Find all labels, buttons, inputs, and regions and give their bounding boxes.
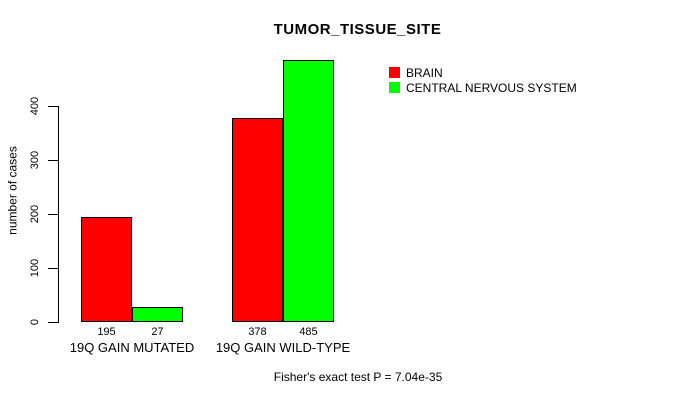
bar-central-nervous-system-19q-gain-wild-type <box>283 60 334 322</box>
legend-swatch-red-icon <box>389 67 400 78</box>
y-tick-100 <box>48 268 58 269</box>
bar-value-brain-19q-gain-wild-type: 378 <box>248 326 267 338</box>
legend-item-central-nervous-system: CENTRAL NERVOUS SYSTEM <box>389 80 577 95</box>
y-tick-label-100: 100 <box>29 258 41 278</box>
bar-central-nervous-system-19q-gain-mutated <box>132 307 183 322</box>
group-label-19q-gain-wild-type: 19Q GAIN WILD-TYPE <box>215 340 351 355</box>
y-axis-line <box>58 106 59 323</box>
bar-value-central-nervous-system-19q-gain-mutated: 27 <box>151 326 164 338</box>
bar-value-brain-19q-gain-mutated: 195 <box>97 326 116 338</box>
y-tick-200 <box>48 214 58 215</box>
y-tick-400 <box>48 106 58 107</box>
y-axis-label: number of cases <box>5 146 20 235</box>
legend-item-brain: BRAIN <box>389 65 577 80</box>
legend: BRAIN CENTRAL NERVOUS SYSTEM <box>389 65 577 95</box>
pvalue-annotation: Fisher's exact test P = 7.04e-35 <box>273 370 443 384</box>
y-tick-label-400: 400 <box>29 96 41 116</box>
legend-swatch-green-icon <box>389 82 400 93</box>
y-tick-label-200: 200 <box>29 204 41 224</box>
legend-label-brain: BRAIN <box>406 65 443 80</box>
y-tick-label-300: 300 <box>29 150 41 170</box>
y-tick-0 <box>48 322 58 323</box>
bar-brain-19q-gain-wild-type <box>232 118 283 322</box>
bar-brain-19q-gain-mutated <box>81 217 132 322</box>
group-label-19q-gain-mutated: 19Q GAIN MUTATED <box>69 340 195 355</box>
y-tick-300 <box>48 160 58 161</box>
chart-title: TUMOR_TISSUE_SITE <box>273 21 442 38</box>
bar-value-central-nervous-system-19q-gain-wild-type: 485 <box>299 326 318 338</box>
y-tick-label-0: 0 <box>29 318 41 326</box>
legend-label-central-nervous-system: CENTRAL NERVOUS SYSTEM <box>406 80 577 95</box>
